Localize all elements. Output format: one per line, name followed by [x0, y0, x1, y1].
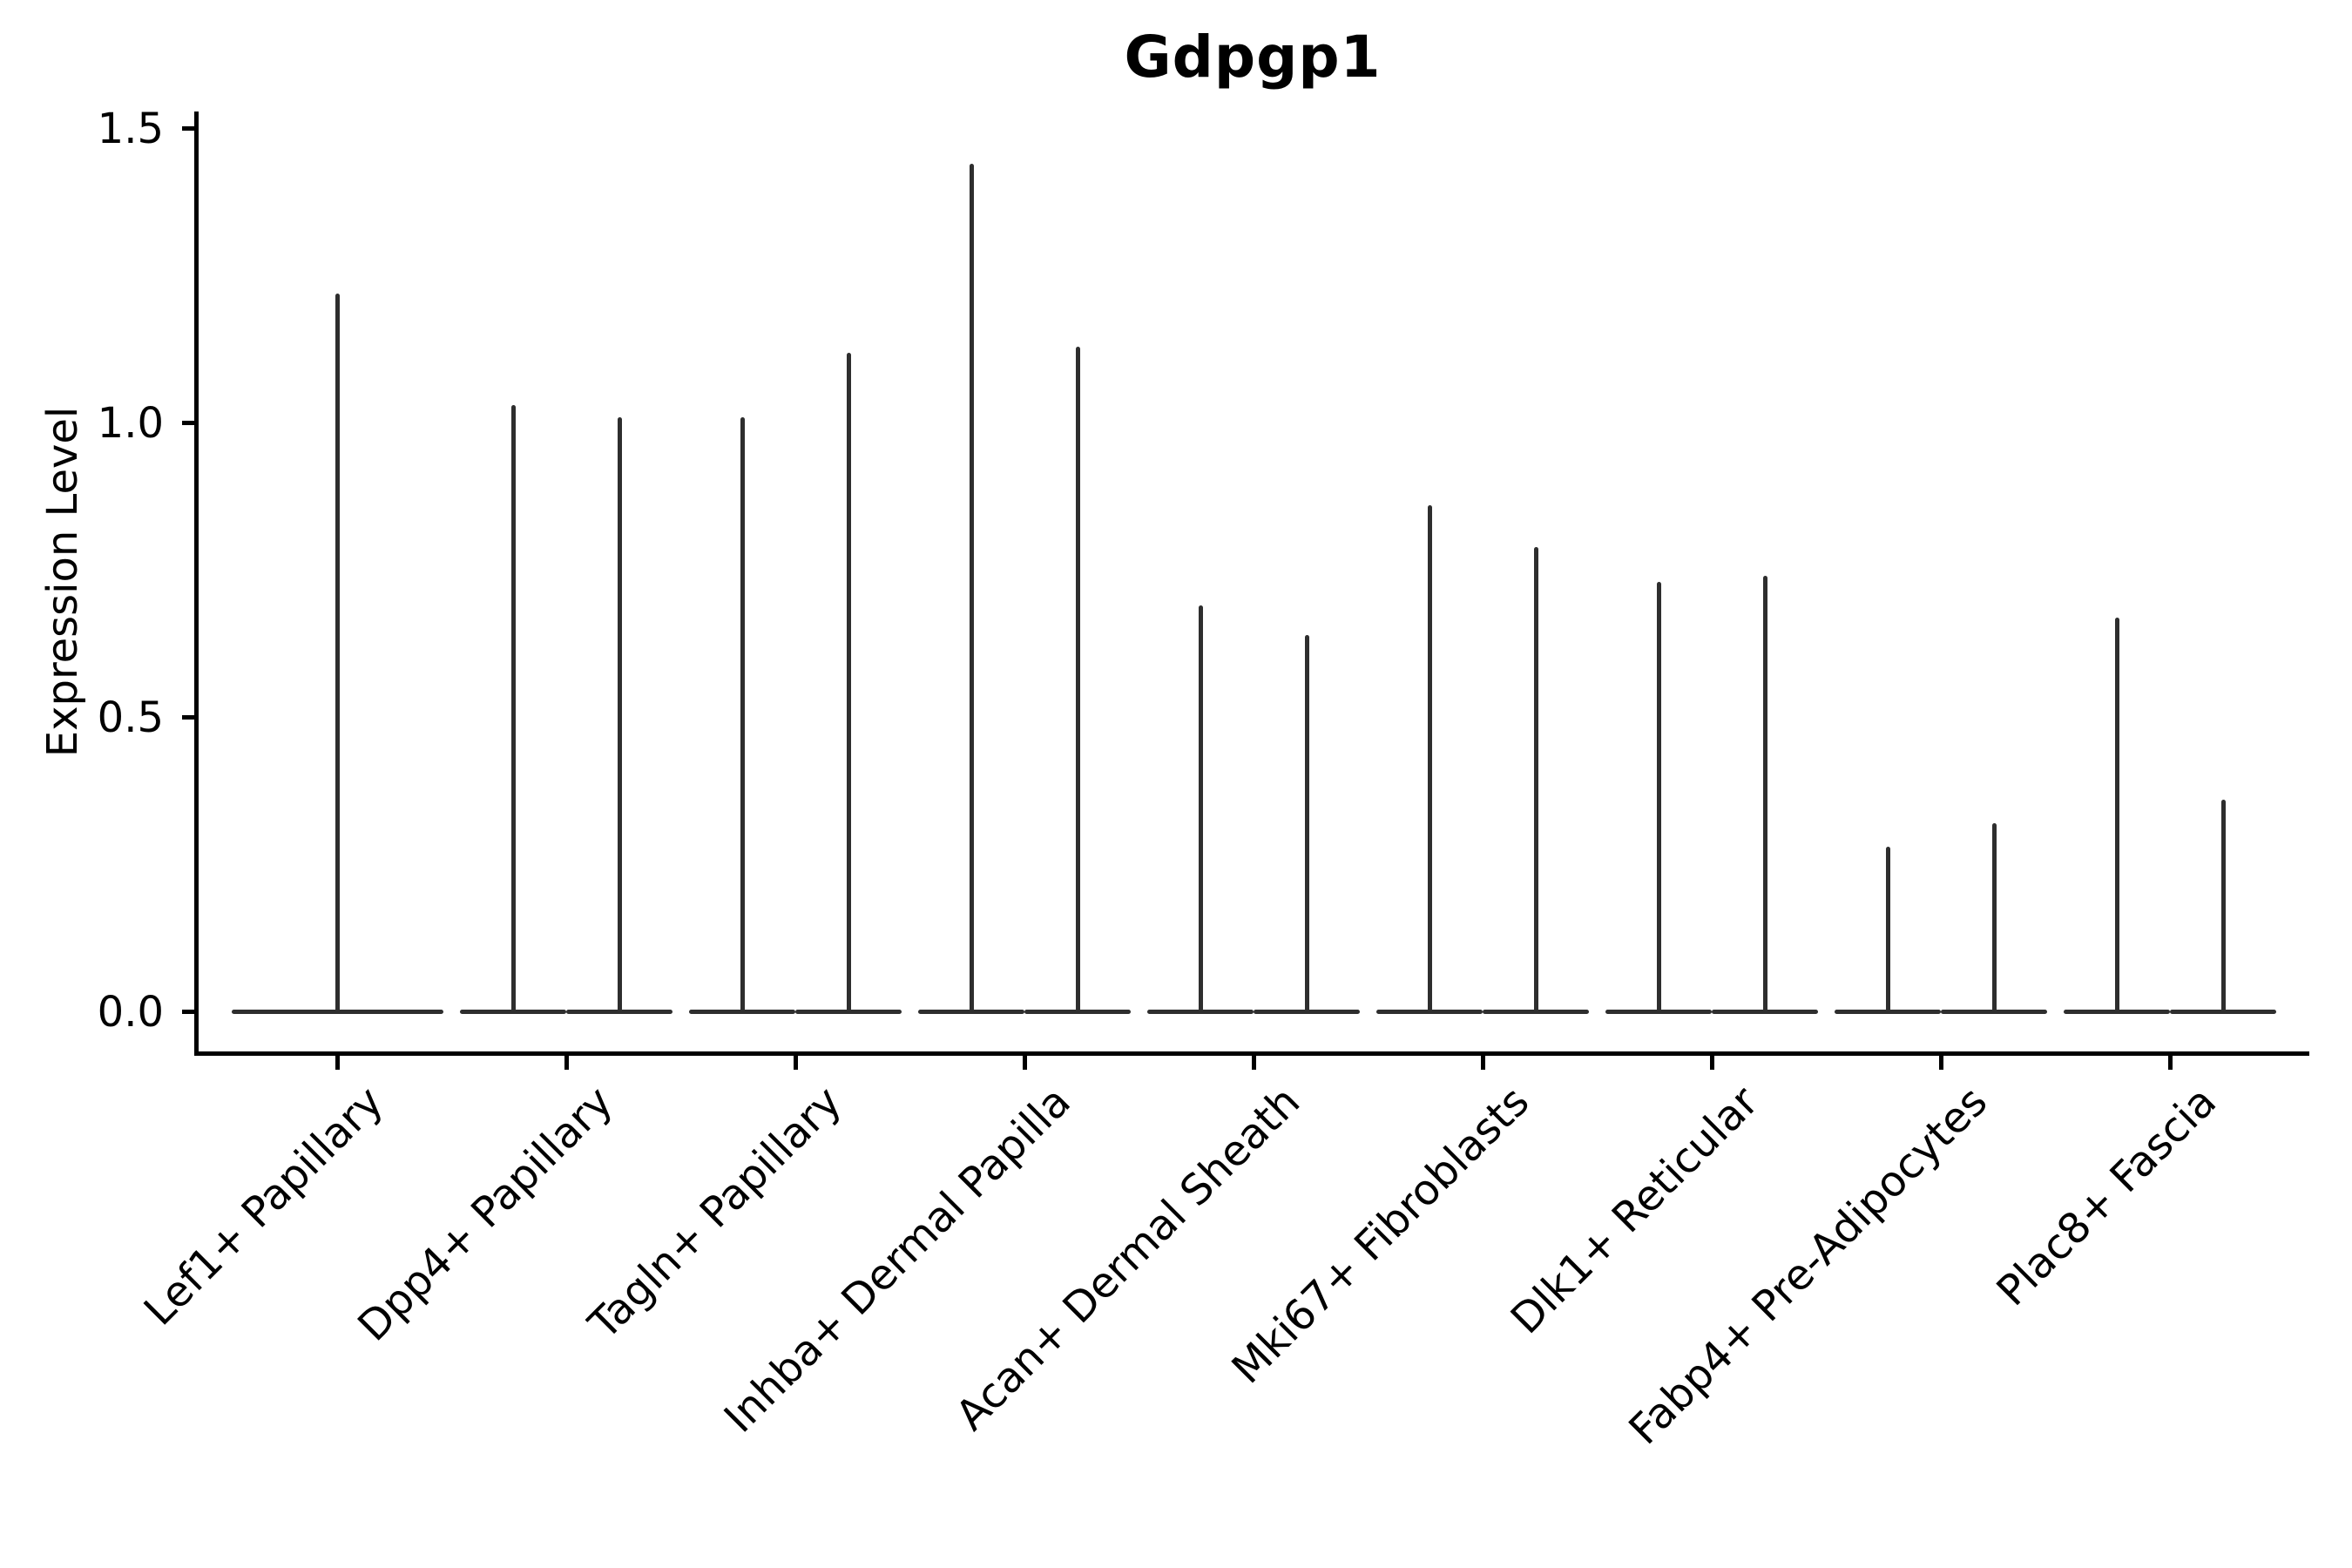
violin-base	[1712, 1010, 1818, 1014]
violin-base	[918, 1010, 1024, 1014]
x-tick	[335, 1056, 340, 1070]
x-tick-label: Dlk1+ Reticular	[1501, 1077, 1768, 1344]
violin-base	[1254, 1010, 1360, 1014]
y-tick-label: 1.0	[97, 398, 164, 448]
violin-base	[795, 1010, 902, 1014]
y-tick-label: 1.5	[97, 104, 164, 153]
violin-spike	[969, 164, 974, 1012]
violin-base	[2170, 1010, 2276, 1014]
violin-base	[460, 1010, 566, 1014]
chart-title: Gdpgp1	[1124, 24, 1382, 91]
y-tick-label: 0.0	[97, 987, 164, 1037]
y-tick-label: 0.5	[97, 693, 164, 742]
violin-spike	[2220, 800, 2226, 1012]
violin-base	[1147, 1010, 1254, 1014]
violin-spike	[1427, 505, 1432, 1012]
violin-spike	[1885, 847, 1890, 1012]
violin-spike	[1991, 823, 1997, 1012]
x-tick	[1251, 1056, 1256, 1070]
violin-spike	[1304, 634, 1309, 1012]
violin-spike	[846, 352, 851, 1012]
y-tick	[181, 715, 195, 720]
x-tick	[1022, 1056, 1027, 1070]
x-tick	[1938, 1056, 1943, 1070]
x-tick-label: Plac8+ Fascia	[1987, 1077, 2227, 1316]
violin-base	[1605, 1010, 1712, 1014]
violin-spike	[1075, 346, 1080, 1012]
violin-base	[1941, 1010, 2047, 1014]
violin-spike	[335, 294, 340, 1012]
violin-spike	[1762, 576, 1767, 1012]
x-tick	[2167, 1056, 2173, 1070]
x-tick	[793, 1056, 798, 1070]
x-tick	[1709, 1056, 1714, 1070]
violin-spike	[1198, 605, 1203, 1012]
y-tick	[181, 126, 195, 132]
violin-base	[2064, 1010, 2170, 1014]
violin-base	[1483, 1010, 1589, 1014]
violin-base	[1376, 1010, 1483, 1014]
violin-spike	[617, 416, 622, 1012]
x-tick-label: Dpp4+ Papillary	[348, 1077, 623, 1351]
violin-base	[1835, 1010, 1941, 1014]
violin-spike	[1656, 582, 1661, 1012]
x-tick	[1480, 1056, 1485, 1070]
violin-spike	[510, 405, 516, 1012]
x-tick-label: Tagln+ Papillary	[579, 1077, 852, 1349]
violin-base	[566, 1010, 672, 1014]
violin-spike	[2114, 617, 2119, 1012]
y-axis-spine	[194, 112, 199, 1056]
violin-base	[231, 1010, 443, 1014]
violin-base	[1024, 1010, 1131, 1014]
violin-base	[689, 1010, 795, 1014]
y-tick	[181, 421, 195, 426]
x-tick	[564, 1056, 569, 1070]
y-tick	[181, 1010, 195, 1014]
x-tick-label: Lef1+ Papillary	[135, 1077, 394, 1335]
x-axis-spine	[194, 1051, 2309, 1056]
violin-spike	[1533, 546, 1538, 1012]
violin-spike	[740, 416, 745, 1012]
